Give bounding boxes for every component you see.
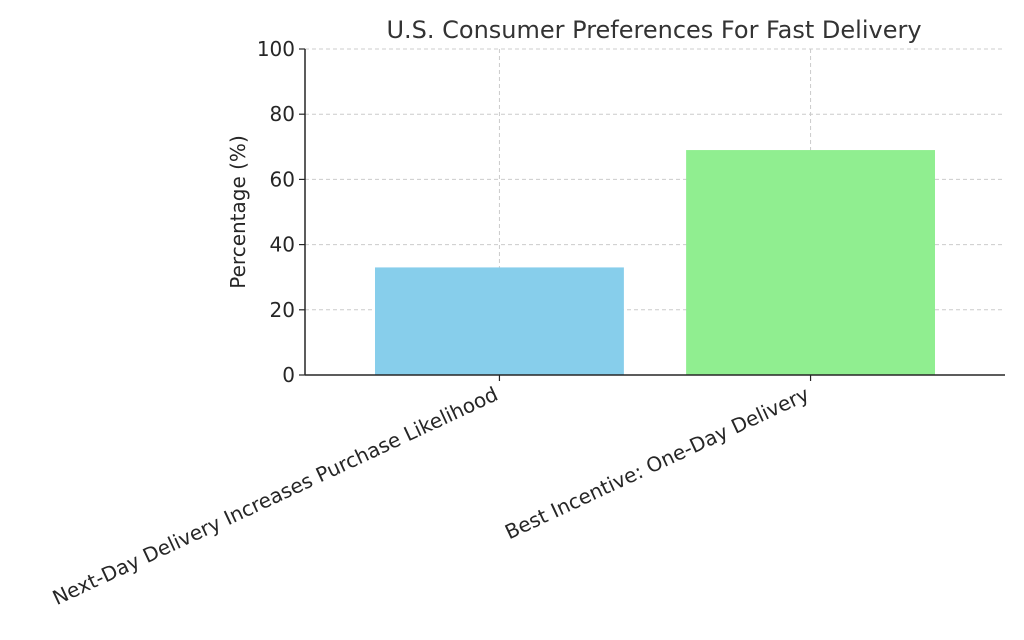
- y-tick-label: 80: [270, 102, 295, 126]
- y-tick-label: 0: [282, 363, 295, 387]
- bar: [375, 267, 624, 375]
- y-tick-label: 20: [270, 298, 295, 322]
- y-tick-label: 40: [270, 233, 295, 257]
- chart-title: U.S. Consumer Preferences For Fast Deliv…: [386, 16, 921, 44]
- x-tick-label: Next-Day Delivery Increases Purchase Lik…: [49, 382, 502, 610]
- bar: [686, 150, 935, 375]
- y-axis-label: Percentage (%): [226, 135, 250, 288]
- x-tick-label: Best Incentive: One-Day Delivery: [501, 382, 813, 544]
- bar-layer: [375, 150, 935, 375]
- y-tick-label: 100: [257, 37, 295, 61]
- y-tick-label: 60: [270, 167, 295, 191]
